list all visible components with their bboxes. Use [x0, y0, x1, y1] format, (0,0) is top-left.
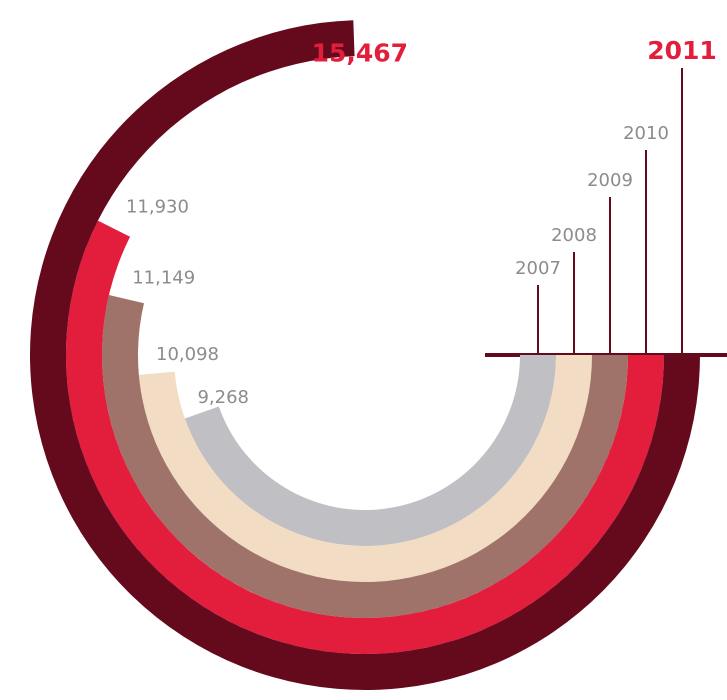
arc-bar — [184, 355, 556, 547]
value-label: 11,149 — [132, 268, 195, 289]
year-label: 2010 — [623, 123, 669, 144]
year-label: 2009 — [587, 170, 633, 191]
value-label: 11,930 — [126, 196, 189, 217]
value-label: 15,467 — [312, 38, 408, 67]
value-label: 10,098 — [156, 344, 219, 365]
value-label: 9,268 — [197, 387, 249, 408]
arc-bar — [138, 355, 592, 582]
year-label: 2007 — [515, 258, 561, 279]
year-label: 2008 — [551, 225, 597, 246]
year-label: 2011 — [647, 36, 717, 65]
